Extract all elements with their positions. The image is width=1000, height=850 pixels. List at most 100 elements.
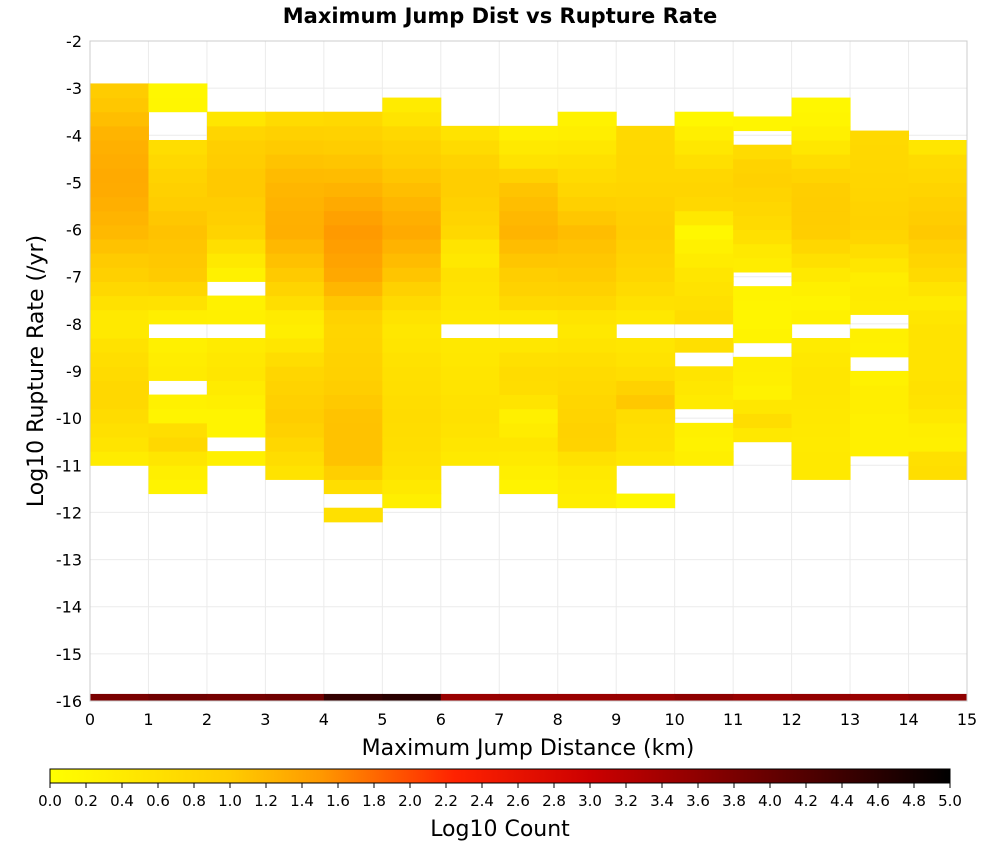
heatmap-cell [850, 399, 910, 414]
heatmap-cell [382, 479, 442, 495]
heatmap-cell [499, 281, 559, 297]
heatmap-cell [616, 437, 676, 452]
heatmap-cell [382, 281, 442, 297]
heatmap-cell [850, 300, 910, 315]
heatmap-cell [908, 140, 968, 155]
heatmap-cell [323, 196, 383, 212]
heatmap-cell [90, 154, 149, 169]
heatmap-cell [206, 267, 266, 282]
heatmap-cell [674, 224, 734, 240]
colorbar-tick-label: 4.2 [794, 792, 818, 810]
heatmap-cell [674, 309, 734, 325]
heatmap-cell [791, 168, 851, 183]
heatmap-cell [265, 239, 325, 254]
heatmap-cell [440, 437, 500, 452]
heatmap-cell [791, 380, 851, 396]
heatmap-cell [440, 394, 500, 410]
heatmap-cell [499, 309, 559, 325]
heatmap-cell [265, 210, 325, 226]
x-tick-label: 0 [85, 710, 95, 729]
heatmap-cell [265, 323, 325, 339]
heatmap-cell [323, 479, 383, 495]
heatmap-cell [499, 182, 559, 198]
heatmap-cell [90, 140, 149, 155]
colorbar-tick-label: 3.4 [650, 792, 674, 810]
heatmap-cell [499, 125, 559, 141]
heatmap-cell-bottom-strip [440, 693, 500, 701]
heatmap-cell [148, 224, 208, 240]
heatmap-cell [323, 168, 383, 183]
heatmap-cell [850, 158, 910, 174]
colorbar-tick-label: 2.8 [542, 792, 566, 810]
heatmap-cell [557, 224, 617, 240]
colorbar-tick-label: 1.4 [290, 792, 314, 810]
heatmap-cell [265, 182, 325, 198]
heatmap-cell [90, 168, 149, 183]
heatmap-cell [733, 257, 793, 273]
heatmap-cell [557, 323, 617, 339]
colorbar-tick-label: 0.0 [38, 792, 62, 810]
heatmap-cell [148, 465, 208, 480]
heatmap-cell-bottom-strip [616, 693, 676, 701]
heatmap-cell [206, 168, 266, 183]
heatmap-cell [733, 314, 793, 330]
heatmap-cell [733, 300, 793, 315]
heatmap-cell [206, 210, 266, 226]
heatmap-cell [206, 394, 266, 410]
heatmap-cell [850, 215, 910, 231]
colorbar-label: Log10 Count [430, 817, 570, 842]
heatmap-cell [616, 352, 676, 367]
heatmap-cell [557, 253, 617, 268]
x-tick-label: 10 [664, 710, 684, 729]
heatmap-cell [323, 352, 383, 367]
heatmap-cell [674, 295, 734, 311]
heatmap-cell [323, 253, 383, 268]
heatmap-cell [382, 125, 442, 141]
heatmap-cell [382, 253, 442, 268]
heatmap-cell [382, 168, 442, 183]
x-tick-label: 6 [436, 710, 446, 729]
heatmap-cell [616, 196, 676, 212]
heatmap-cell [265, 154, 325, 169]
heatmap-cell [674, 111, 734, 127]
heatmap-cell [791, 309, 851, 325]
heatmap-cell [382, 323, 442, 339]
heatmap-cell [323, 125, 383, 141]
y-axis-ticks: -2 -3 -4 -5 -6 -7 -8 -9 -10 -11 -12 -13 -14 -15 -16 [56, 32, 82, 711]
heatmap-cell [382, 154, 442, 169]
heatmap-cell [908, 182, 968, 198]
chart-title: Maximum Jump Dist vs Rupture Rate [283, 4, 717, 28]
heatmap-cell [557, 125, 617, 141]
heatmap-cell [382, 493, 442, 509]
heatmap-cell [908, 380, 968, 396]
heatmap-cell [674, 451, 734, 466]
y-axis-label: Log10 Rupture Rate (/yr) [24, 235, 49, 507]
heatmap-cell [499, 380, 559, 396]
heatmap-cell [90, 437, 149, 452]
heatmap-cell [440, 253, 500, 268]
heatmap-cell [733, 328, 793, 344]
heatmap-cell [148, 267, 208, 282]
heatmap-cell [206, 140, 266, 155]
heatmap-cell [440, 451, 500, 466]
heatmap-cell [90, 224, 149, 240]
colorbar-tick-label: 2.4 [470, 792, 494, 810]
heatmap-cell [265, 408, 325, 424]
heatmap-cell [382, 224, 442, 240]
heatmap-cell [90, 309, 149, 325]
heatmap-cell [265, 394, 325, 410]
heatmap-cell [908, 422, 968, 438]
heatmap-cell [382, 352, 442, 367]
heatmap-cell [616, 267, 676, 282]
heatmap-cell-bottom-strip [557, 693, 617, 701]
colorbar-tick-label: 1.0 [218, 792, 242, 810]
heatmap-cell [382, 408, 442, 424]
plot-frame [89, 40, 968, 702]
heatmap-cell [616, 394, 676, 410]
heatmap-cell [90, 239, 149, 254]
y-tick-label: -13 [56, 551, 82, 570]
heatmap-cell [148, 437, 208, 452]
heatmap-cell [90, 352, 149, 367]
heatmap-cell [323, 140, 383, 155]
